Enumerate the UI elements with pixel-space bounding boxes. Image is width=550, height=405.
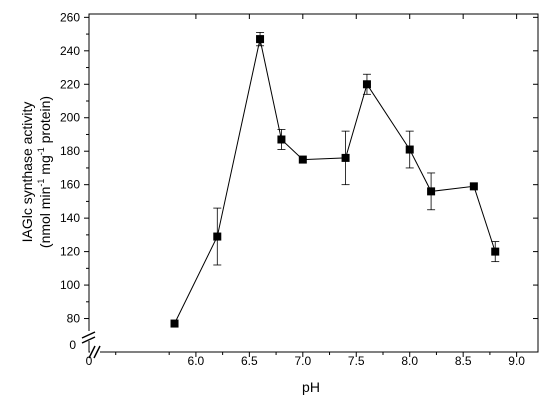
x-axis-ticks: 6.0 6.5 7.0 7.5 8.0 8.5 9.0 <box>115 14 525 368</box>
y-axis-title-line1: IAGlc synthase activity <box>19 102 35 243</box>
y-unit-part-2: mg <box>37 155 53 178</box>
x-axis-title: pH <box>302 379 320 395</box>
data-point <box>341 153 350 162</box>
y-tick-label: 200 <box>60 111 80 125</box>
y-tick-label: 260 <box>60 10 80 24</box>
x-break-mark <box>93 345 101 359</box>
y-break-gap <box>83 331 95 341</box>
y-tick-label: 140 <box>60 211 80 225</box>
y-tick-label: 160 <box>60 178 80 192</box>
data-point <box>256 35 265 44</box>
x-tick-label: 7.5 <box>348 354 365 368</box>
y-unit-sup-1: -1 <box>36 179 46 187</box>
x-tick-label: 9.0 <box>508 354 525 368</box>
series-line <box>174 38 496 324</box>
data-point <box>491 247 500 256</box>
x-tick-label: 8.0 <box>401 354 418 368</box>
data-point <box>469 182 478 191</box>
y-zero-label: 0 <box>69 338 76 352</box>
x-break-gap <box>90 346 100 358</box>
data-point <box>170 319 179 328</box>
y-break-mark <box>81 331 96 339</box>
y-unit-part-3: protein) <box>37 96 53 147</box>
data-point <box>213 232 222 241</box>
y-tick-label: 240 <box>60 44 80 58</box>
y-tick-label: 80 <box>67 312 81 326</box>
y-break-mark <box>81 336 96 344</box>
plot-frame <box>88 13 539 353</box>
y-tick-label: 180 <box>60 144 80 158</box>
x-tick-label: 7.0 <box>294 354 311 368</box>
y-tick-label: 120 <box>60 245 80 259</box>
y-axis-ticks: 80 100 120 140 160 180 200 220 240 260 <box>60 10 538 336</box>
x-tick-label: 6.5 <box>241 354 258 368</box>
x-tick-label: 8.5 <box>455 354 472 368</box>
axis-break-marks <box>81 331 101 359</box>
data-point <box>427 187 436 196</box>
y-unit-part-1: (nmol min <box>37 187 53 248</box>
data-point <box>298 155 307 164</box>
x-zero-label: 0 <box>86 354 93 368</box>
plot-area-border <box>88 13 539 353</box>
data-point <box>405 145 414 154</box>
y-axis-title-line2: (nmol min-1 mg-1 protein) <box>36 96 53 248</box>
x-break-mark <box>88 345 96 359</box>
y-tick-label: 220 <box>60 77 80 91</box>
data-point <box>277 135 286 144</box>
data-point <box>362 80 371 89</box>
y-unit-sup-2: -1 <box>36 147 46 155</box>
data-series <box>170 32 500 328</box>
x-tick-label: 6.0 <box>188 354 205 368</box>
y-tick-label: 100 <box>60 278 80 292</box>
